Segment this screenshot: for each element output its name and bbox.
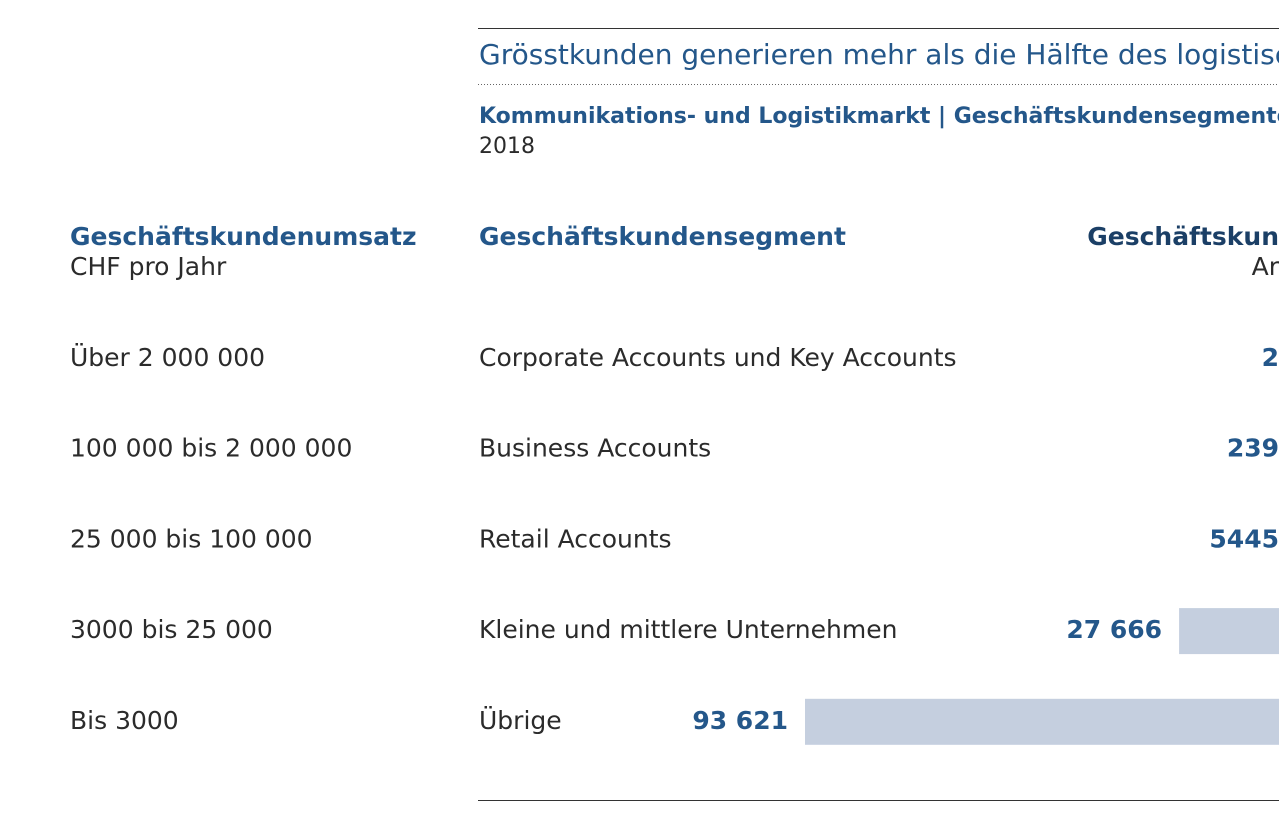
segment-name: Retail Accounts: [479, 524, 672, 553]
revenue-range: Über 2 000 000: [70, 343, 265, 372]
year: 2018: [479, 134, 535, 159]
title: Grösstkunden generieren mehr als die Häl…: [479, 38, 1279, 71]
value-label: 27 666: [1066, 615, 1162, 644]
column-header: Geschäftskundensegment: [479, 222, 846, 251]
value-label: 93 621: [692, 706, 788, 735]
revenue-range: 3000 bis 25 000: [70, 615, 273, 644]
value-label: 239: [1227, 434, 1279, 463]
revenue-range: 100 000 bis 2 000 000: [70, 434, 352, 463]
bar: [1179, 608, 1279, 655]
segment-name: Corporate Accounts und Key Accounts: [479, 343, 957, 372]
value-label: 2: [1262, 343, 1279, 372]
column-header: Geschäftskun: [1087, 222, 1279, 251]
value-label: 5445: [1209, 524, 1279, 553]
column-unit: CHF pro Jahr: [70, 252, 227, 281]
segment-name: Kleine und mittlere Unternehmen: [479, 615, 897, 644]
segment-name: Übrige: [479, 706, 562, 735]
column-header: Geschäftskundenumsatz: [70, 222, 417, 251]
subtitle: Kommunikations- und Logistikmarkt | Gesc…: [479, 104, 1279, 129]
revenue-range: 25 000 bis 100 000: [70, 524, 313, 553]
column-unit: Ar: [1252, 252, 1279, 281]
revenue-range: Bis 3000: [70, 706, 179, 735]
segment-name: Business Accounts: [479, 434, 711, 463]
bar: [805, 698, 1279, 745]
